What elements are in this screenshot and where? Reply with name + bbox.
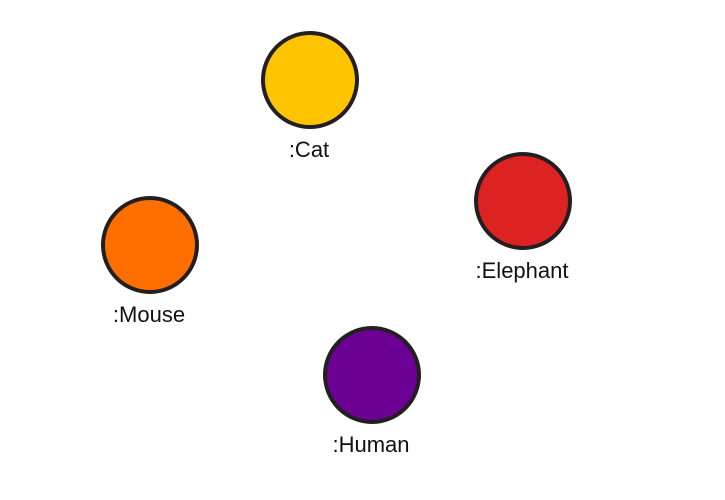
- mouse-circle: [101, 196, 199, 294]
- human-circle: [323, 326, 421, 424]
- mouse-label: :Mouse: [112, 302, 186, 327]
- node-cat[interactable]: :Cat: [239, 31, 379, 171]
- node-elephant[interactable]: :Elephant: [452, 152, 592, 292]
- cat-label: :Cat: [288, 137, 330, 162]
- elephant-circle: [474, 152, 572, 250]
- elephant-label: :Elephant: [475, 258, 569, 283]
- human-label: :Human: [332, 432, 410, 457]
- node-human[interactable]: :Human: [301, 326, 441, 466]
- cat-circle: [261, 31, 359, 129]
- node-mouse[interactable]: :Mouse: [79, 196, 219, 336]
